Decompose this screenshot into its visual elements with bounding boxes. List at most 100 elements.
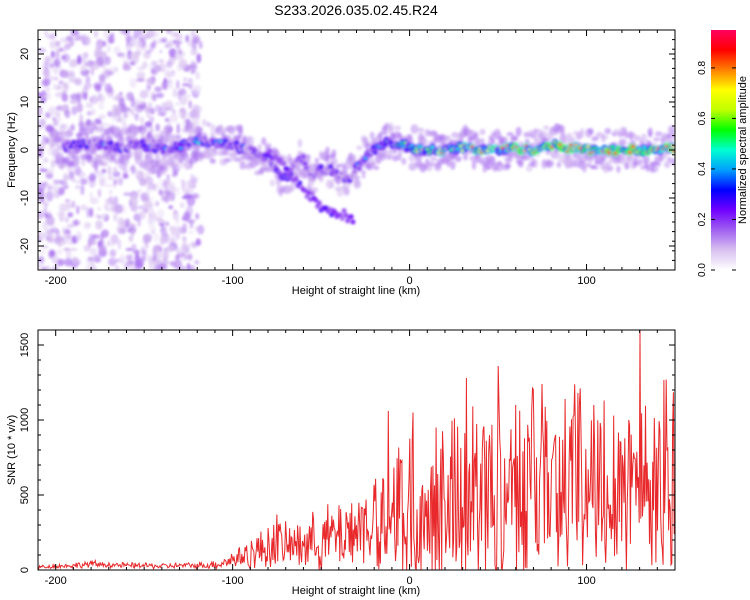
spectrogram-noise-mark	[122, 173, 129, 179]
spectrogram-halo-mark	[361, 173, 366, 179]
spectrogram-halo-mark	[142, 126, 148, 131]
spectrogram-noise-mark	[65, 42, 72, 50]
spectrogram-noise-mark	[38, 47, 46, 53]
spectrogram-halo-mark	[505, 163, 511, 169]
spectrogram-halo-mark	[671, 126, 675, 133]
spectrogram-halo-mark	[561, 129, 566, 135]
spectrogram-noise-mark	[107, 243, 115, 247]
spectrogram-noise-mark	[80, 204, 88, 211]
spectrogram-marks	[38, 30, 675, 270]
spectrogram-noise-mark	[136, 71, 146, 79]
spectrogram-noise-mark	[155, 258, 163, 265]
spectrogram-noise-mark	[113, 166, 117, 174]
spectrogram-noise-mark	[153, 266, 162, 270]
spectrogram-halo-mark	[369, 131, 375, 140]
spectrogram-halo-mark	[456, 155, 462, 162]
spectrogram-noise-mark	[196, 53, 202, 63]
spectrogram-ridge-core	[178, 146, 183, 150]
spectrogram-halo-mark	[543, 125, 550, 130]
spectrogram-halo-mark	[372, 161, 377, 167]
spectrogram-halo-mark	[471, 159, 477, 170]
spectrogram-noise-mark	[190, 30, 196, 39]
spectrogram-noise-mark	[71, 200, 76, 209]
spectrogram-ridge-core	[186, 142, 191, 147]
spectrogram-noise-mark	[117, 217, 125, 226]
spectrogram-xlabel: Height of straight line (km)	[292, 285, 420, 297]
spectrogram-halo-mark	[632, 161, 639, 168]
spectrogram-halo-mark	[480, 138, 485, 144]
snr-xtick-label: 100	[577, 575, 595, 587]
spectrogram-halo-mark	[325, 154, 330, 163]
spectrogram-branch-mark	[313, 197, 319, 203]
spectrogram-noise-mark	[125, 254, 133, 260]
spectrogram-branch-mark	[288, 168, 294, 173]
spectrogram-noise-mark	[49, 250, 56, 257]
spectrogram-noise-mark	[135, 50, 140, 58]
spectrogram-halo-mark	[410, 124, 419, 134]
spectrogram-halo-mark	[264, 143, 272, 149]
spectrogram-halo-mark	[510, 136, 519, 142]
spectrogram-halo-mark	[84, 152, 91, 160]
spectrogram-noise-mark	[85, 132, 89, 140]
spectrogram-noise-mark	[176, 186, 180, 196]
spectrogram-noise-mark	[152, 93, 157, 102]
spectrogram-noise-mark	[140, 116, 145, 125]
spectrogram-noise-mark	[155, 92, 164, 99]
spectrogram-halo-mark	[257, 143, 262, 151]
spectrogram-noise-mark	[113, 196, 119, 205]
spectrogram-noise-mark	[97, 245, 107, 252]
spectrogram-noise-mark	[44, 30, 48, 37]
spectrogram-halo-mark	[263, 162, 269, 169]
snr-ytick-label: 0	[19, 567, 31, 573]
spectrogram-noise-mark	[194, 260, 200, 265]
spectrogram-noise-mark	[160, 37, 168, 43]
spectrogram-noise-mark	[122, 64, 132, 71]
spectrogram-noise-mark	[169, 103, 174, 112]
spectrogram-halo-mark	[595, 131, 603, 139]
spectrogram-xtick-label: 100	[577, 275, 595, 287]
spectrogram-noise-mark	[195, 106, 203, 113]
spectrogram-noise-mark	[193, 37, 199, 45]
spectrogram-noise-mark	[169, 190, 176, 202]
spectrogram-noise-mark	[120, 253, 125, 262]
spectrogram-noise-mark	[107, 36, 115, 44]
spectrogram-noise-mark	[98, 103, 105, 110]
spectrogram-noise-mark	[98, 93, 106, 104]
spectrogram-halo-mark	[647, 127, 653, 137]
spectrogram-halo-mark	[540, 130, 548, 138]
spectrogram-noise-mark	[50, 159, 56, 169]
snr-xtick-label: -100	[222, 575, 244, 587]
spectrogram-noise-mark	[54, 91, 64, 98]
spectrogram-noise-mark	[174, 102, 181, 106]
spectrogram-branch-mark	[329, 212, 335, 218]
spectrogram-noise-mark	[84, 82, 92, 90]
spectrogram-noise-mark	[83, 62, 90, 67]
spectrogram-noise-mark	[54, 44, 62, 52]
spectrogram-halo-mark	[356, 145, 363, 151]
spectrogram-ridge-core	[417, 144, 422, 148]
spectrogram-halo-mark	[566, 132, 573, 139]
spectrogram-noise-mark	[46, 34, 54, 40]
spectrogram-noise-mark	[149, 116, 155, 123]
spectrogram-noise-mark	[141, 197, 151, 203]
spectrogram-noise-mark	[137, 219, 142, 227]
spectrogram-branch-mark	[297, 180, 303, 186]
spectrogram-noise-mark	[148, 225, 157, 232]
spectrogram-branch-mark	[267, 148, 273, 154]
spectrogram-noise-mark	[191, 193, 200, 200]
spectrogram-halo-mark	[600, 157, 607, 162]
spectrogram-noise-mark	[46, 167, 55, 175]
spectrogram-halo-mark	[670, 158, 675, 166]
spectrogram-noise-mark	[154, 86, 162, 92]
spectrogram-ridge-core	[202, 136, 207, 140]
spectrogram-noise-mark	[97, 206, 102, 212]
spectrogram-noise-mark	[173, 209, 178, 214]
spectrogram-halo-mark	[74, 157, 80, 166]
colorbar-tick-label: 0.4	[697, 162, 708, 176]
spectrogram-halo-mark	[479, 128, 486, 136]
spectrogram-noise-mark	[91, 94, 99, 105]
spectrogram-noise-mark	[98, 73, 106, 82]
spectrogram-halo-mark	[586, 162, 591, 168]
spectrogram-branch-mark	[309, 191, 315, 197]
spectrogram-noise-mark	[55, 235, 65, 243]
